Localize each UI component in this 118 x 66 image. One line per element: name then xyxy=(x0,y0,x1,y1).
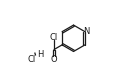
Text: N: N xyxy=(84,27,90,36)
Text: Cl: Cl xyxy=(28,55,36,64)
Text: Cl: Cl xyxy=(50,33,58,42)
Text: H: H xyxy=(37,50,44,59)
Text: O: O xyxy=(50,55,57,64)
